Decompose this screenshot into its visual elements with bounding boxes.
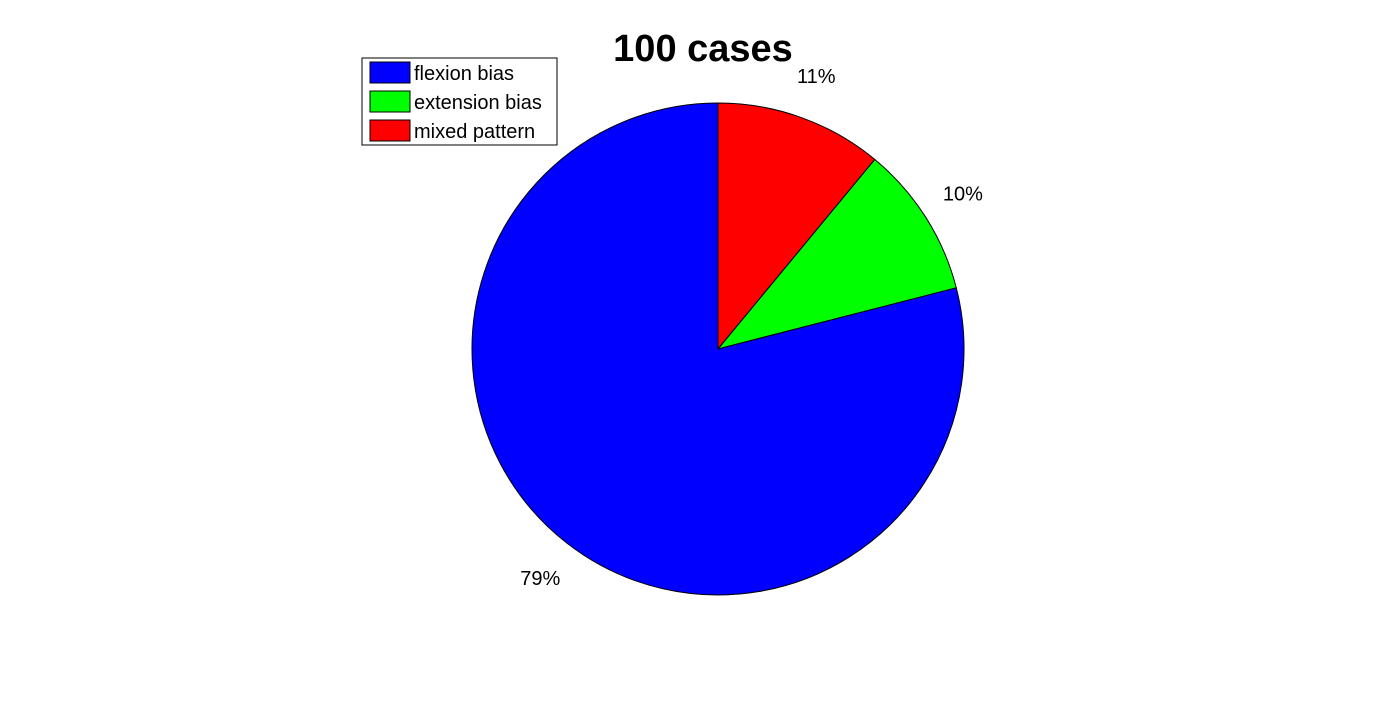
legend-swatch-mixed-pattern [369,119,411,142]
percent-label-extension-bias: 10% [943,184,983,206]
legend-label-extension-bias: extension bias [414,92,542,114]
pie-slice-mixed-pattern [717,102,876,351]
legend-label-mixed-pattern: mixed pattern [414,121,535,143]
chart-title: 100 cases [613,28,793,70]
pie-slice-extension-bias [716,158,957,350]
pie-percent-labels: 11% 10% 79% [520,66,983,590]
legend-label-flexion-bias: flexion bias [414,63,514,85]
pie-slice-flexion-bias [471,102,965,596]
legend: flexion bias extension bias mixed pattern [361,57,558,146]
percent-label-mixed-pattern: 11% [797,66,836,88]
percent-label-flexion-bias: 79% [520,568,560,590]
legend-swatch-flexion-bias [369,61,411,84]
pie-slices [471,102,965,596]
legend-swatch-extension-bias [369,90,411,113]
